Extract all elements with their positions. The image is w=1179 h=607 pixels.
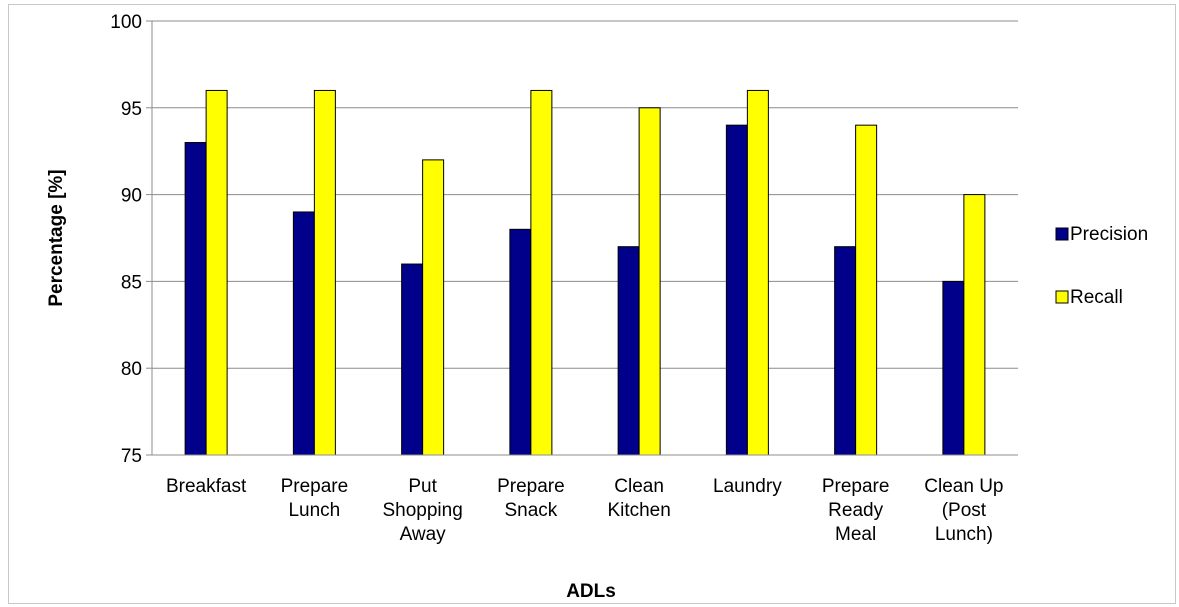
bar-precision-4	[617, 246, 640, 456]
x-tick-label: Clean Up	[924, 476, 1003, 497]
y-tick-label: 100	[110, 12, 142, 33]
bar-recall-6	[855, 124, 878, 456]
x-tick-label: Prepare	[822, 476, 890, 497]
y-tick-label: 85	[121, 272, 142, 293]
bar-recall-4	[638, 107, 661, 456]
bar-precision-3	[509, 228, 532, 456]
legend-swatch-recall	[1055, 290, 1069, 304]
x-tick-label: Meal	[835, 524, 876, 545]
legend-label-recall: Recall	[1070, 287, 1123, 308]
y-tick-label: 75	[121, 446, 142, 467]
bar-recall-5	[746, 89, 769, 456]
y-tick-label: 80	[121, 359, 142, 380]
x-tick-label: Snack	[504, 500, 557, 521]
y-axis-title: Percentage [%]	[46, 169, 67, 306]
x-tick-label: Away	[400, 524, 447, 545]
x-tick-label: Lunch	[288, 500, 340, 521]
bar-recall-1	[313, 89, 336, 456]
x-tick-label: Breakfast	[166, 476, 247, 497]
gridlines	[152, 20, 1018, 369]
x-tick-labels: Breakfast Prepare Lunch Put Shopping Away Prep…	[166, 476, 1003, 545]
bar-precision-1	[292, 211, 315, 456]
axes	[146, 20, 1018, 456]
x-tick-label: Prepare	[281, 476, 349, 497]
x-axis-title: ADLs	[566, 581, 616, 602]
x-tick-label: (Post	[942, 500, 987, 521]
y-tick-label: 95	[121, 99, 142, 120]
x-tick-label: Laundry	[713, 476, 782, 497]
legend: Precision Recall	[1055, 224, 1148, 308]
x-tick-label: Kitchen	[607, 500, 670, 521]
legend-swatch-precision	[1055, 227, 1069, 241]
bar-precision-7	[942, 280, 965, 456]
legend-label-precision: Precision	[1070, 224, 1148, 245]
x-tick-label: Put	[408, 476, 437, 497]
x-tick-label: Clean	[614, 476, 664, 497]
bars	[184, 89, 986, 456]
bar-precision-0	[184, 142, 207, 456]
y-tick-labels: 75 80 85 90 95 100	[110, 12, 142, 467]
x-tick-label: Lunch)	[935, 524, 993, 545]
x-tick-label: Shopping	[382, 500, 462, 521]
bar-precision-6	[834, 246, 857, 456]
x-tick-label: Prepare	[497, 476, 565, 497]
bar-recall-3	[530, 89, 553, 456]
y-tick-label: 90	[121, 186, 142, 207]
x-tick-label: Ready	[828, 500, 883, 521]
bar-recall-7	[963, 194, 986, 456]
bar-recall-0	[205, 89, 228, 456]
bar-recall-2	[422, 159, 445, 456]
bar-precision-5	[725, 124, 748, 456]
bar-precision-2	[401, 263, 424, 456]
